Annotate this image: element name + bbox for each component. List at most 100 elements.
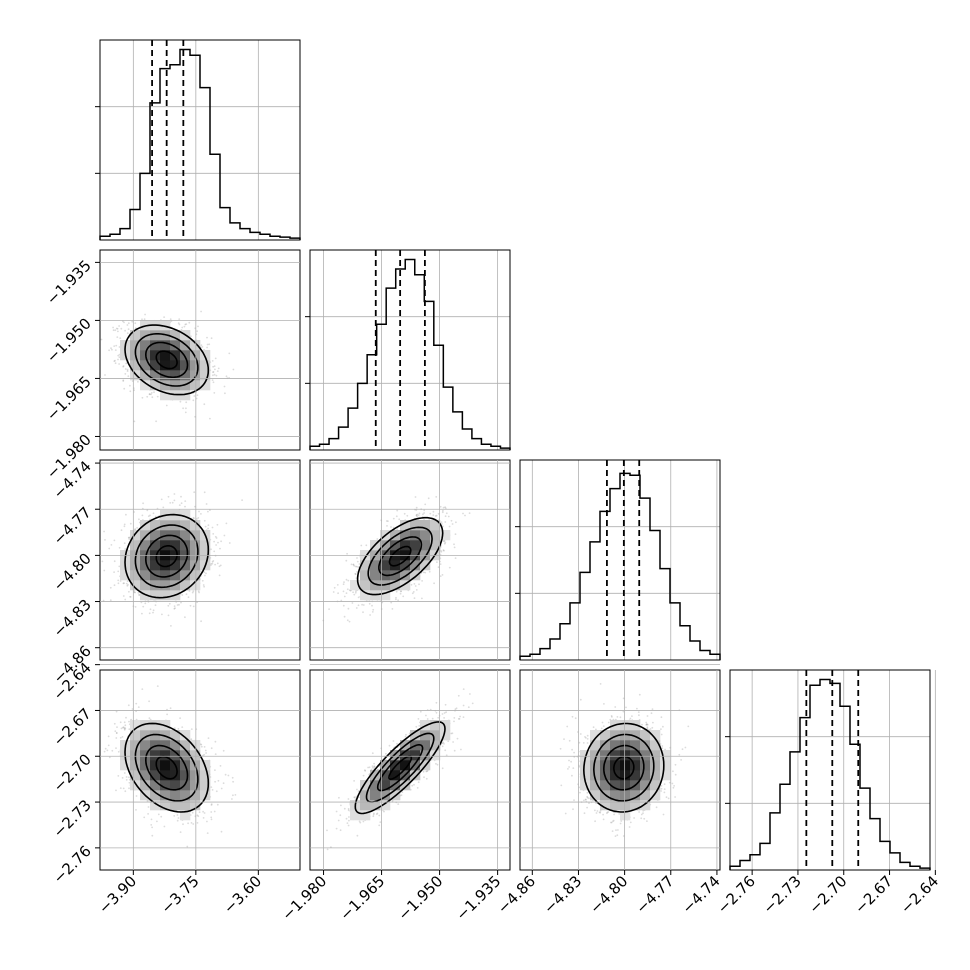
sample-point	[184, 616, 186, 619]
sample-point	[200, 620, 203, 623]
sample-point	[207, 510, 209, 513]
sample-point	[181, 326, 184, 329]
sample-point	[416, 515, 418, 518]
histogram-step	[729, 678, 931, 870]
axes-frame	[729, 669, 931, 871]
sample-point	[440, 521, 443, 524]
sample-point	[357, 596, 360, 599]
sample-point	[185, 593, 188, 596]
sample-point	[447, 515, 450, 518]
sample-point	[433, 582, 435, 585]
sample-point	[213, 550, 216, 553]
sample-point	[180, 502, 183, 505]
sample-point	[125, 362, 127, 365]
sample-point	[153, 391, 155, 394]
sample-point	[219, 547, 221, 550]
sample-point	[108, 349, 110, 352]
sample-point	[455, 521, 457, 524]
sample-point	[192, 399, 195, 402]
sample-point	[122, 380, 125, 382]
sample-point	[184, 411, 187, 414]
sample-point	[176, 604, 179, 606]
sample-point	[348, 620, 351, 623]
sample-point	[390, 526, 392, 528]
sample-point	[365, 544, 368, 547]
sample-point	[180, 601, 182, 604]
sample-point	[113, 584, 116, 587]
sample-point	[128, 538, 131, 540]
sample-point	[188, 590, 191, 592]
sample-point	[124, 373, 127, 375]
sample-point	[202, 584, 205, 586]
sample-point	[417, 514, 420, 517]
sample-point	[192, 605, 195, 608]
sample-point	[211, 526, 214, 529]
sample-point	[156, 395, 159, 398]
sample-point	[386, 525, 388, 527]
sample-point	[421, 580, 423, 582]
sample-point	[134, 322, 137, 325]
sample-point	[423, 509, 426, 512]
sample-point	[353, 593, 356, 596]
sample-point	[124, 329, 126, 332]
sample-point	[399, 592, 402, 595]
sample-point	[225, 522, 228, 525]
sample-point	[464, 514, 466, 517]
sample-point	[391, 608, 394, 610]
sample-point	[113, 560, 116, 563]
sample-point	[173, 493, 176, 495]
sample-point	[220, 540, 223, 543]
sample-point	[337, 592, 339, 595]
sample-point	[368, 602, 371, 605]
sample-point	[439, 575, 442, 577]
sample-point	[213, 392, 216, 394]
sample-point	[126, 370, 129, 372]
sample-point	[415, 589, 418, 591]
sample-point	[201, 579, 204, 582]
sample-point	[118, 325, 120, 327]
axes-frame	[99, 39, 301, 241]
sample-point	[117, 579, 120, 582]
sample-point	[421, 597, 423, 600]
sample-point	[160, 498, 163, 501]
sample-point	[173, 499, 176, 502]
sample-point	[450, 519, 453, 522]
sample-point	[183, 325, 186, 328]
sample-point	[356, 557, 358, 559]
sample-point	[185, 401, 188, 404]
sample-point	[328, 608, 330, 610]
sample-point	[141, 514, 144, 517]
sample-point	[117, 570, 120, 573]
sample-point	[127, 590, 130, 593]
sample-point	[356, 560, 359, 563]
sample-point	[151, 396, 154, 399]
sample-point	[178, 504, 181, 506]
histogram-step	[309, 258, 511, 450]
sample-point	[167, 604, 170, 607]
sample-point	[203, 403, 206, 406]
sample-point	[191, 591, 194, 594]
sample-point	[184, 505, 186, 508]
sample-point	[188, 321, 191, 324]
sample-point	[103, 530, 105, 533]
sample-point	[213, 365, 216, 368]
sample-point	[468, 512, 471, 514]
sample-point	[424, 571, 427, 574]
sample-point	[398, 518, 401, 521]
sample-point	[193, 491, 196, 494]
sample-point	[208, 343, 211, 346]
sample-point	[453, 546, 456, 549]
sample-point	[212, 533, 215, 535]
sample-point	[193, 395, 196, 397]
sample-point	[103, 569, 106, 572]
sample-point	[161, 613, 163, 616]
sample-point	[395, 596, 397, 599]
sample-point	[118, 546, 121, 549]
sample-point	[415, 506, 418, 509]
sample-point	[184, 500, 187, 502]
sample-point	[212, 374, 214, 377]
sample-point	[207, 527, 210, 530]
sample-point	[124, 598, 127, 601]
sample-point	[126, 584, 129, 587]
